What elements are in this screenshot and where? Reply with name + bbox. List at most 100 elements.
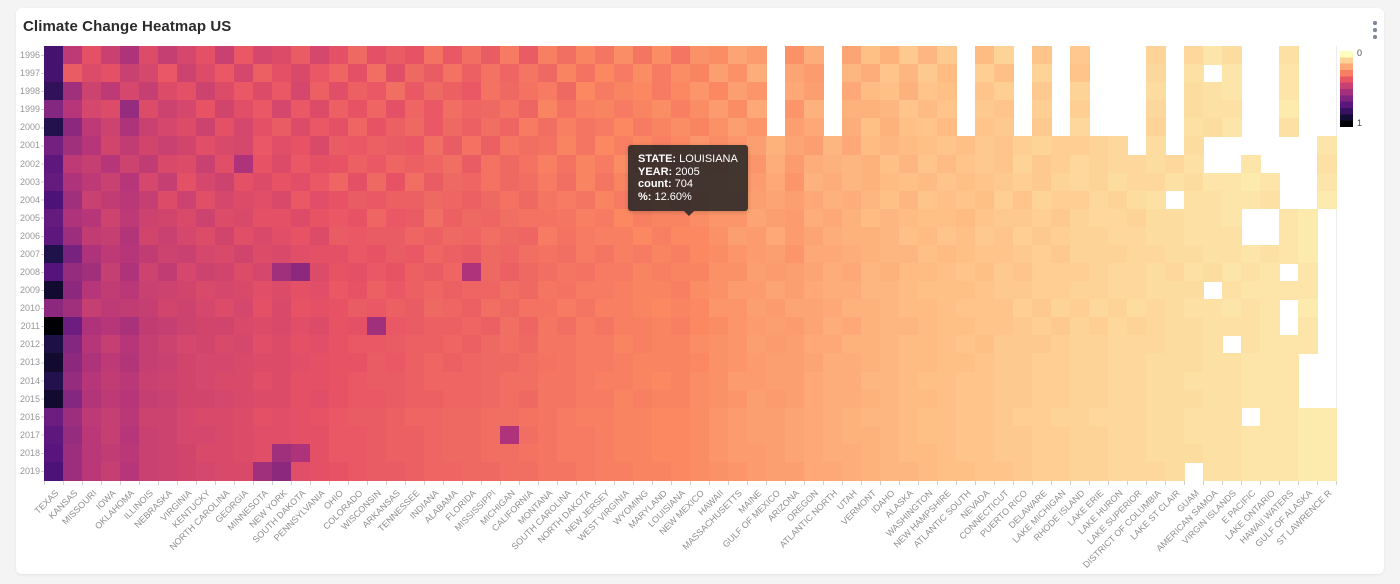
heatmap-cell[interactable]: [785, 172, 805, 192]
heatmap-cell[interactable]: [500, 154, 520, 174]
heatmap-cell[interactable]: [1222, 82, 1242, 101]
heatmap-cell[interactable]: [709, 443, 729, 463]
heatmap-cell[interactable]: [139, 118, 159, 137]
heatmap-cell[interactable]: [215, 299, 235, 318]
heatmap-cell[interactable]: [1032, 335, 1052, 354]
heatmap-cell[interactable]: [766, 317, 786, 336]
heatmap-cell[interactable]: [709, 244, 729, 264]
heatmap-cell[interactable]: [956, 281, 976, 300]
heatmap-cell[interactable]: [1089, 299, 1109, 318]
heatmap-cell[interactable]: [1089, 154, 1109, 174]
heatmap-cell[interactable]: [310, 299, 330, 318]
heatmap-cell[interactable]: [481, 172, 501, 192]
heatmap-cell[interactable]: [101, 353, 121, 373]
heatmap-cell[interactable]: [1184, 136, 1204, 156]
heatmap-cell[interactable]: [880, 461, 900, 481]
heatmap-cell[interactable]: [1222, 244, 1242, 264]
heatmap-cell[interactable]: [1279, 118, 1299, 137]
heatmap-cell[interactable]: [120, 317, 140, 336]
heatmap-cell[interactable]: [82, 64, 102, 83]
heatmap-cell[interactable]: [1184, 226, 1204, 246]
heatmap-cell[interactable]: [158, 317, 178, 336]
heatmap-cell[interactable]: [861, 118, 881, 137]
heatmap-cell[interactable]: [937, 281, 957, 300]
heatmap-cell[interactable]: [1165, 208, 1185, 228]
heatmap-cell[interactable]: [652, 407, 672, 427]
heatmap-cell[interactable]: [671, 281, 691, 300]
heatmap-cell[interactable]: [158, 244, 178, 264]
heatmap-cell[interactable]: [956, 263, 976, 282]
heatmap-cell[interactable]: [310, 443, 330, 463]
heatmap-cell[interactable]: [956, 190, 976, 210]
heatmap-cell[interactable]: [215, 371, 235, 391]
heatmap-cell[interactable]: [196, 317, 216, 336]
heatmap-cell[interactable]: [785, 244, 805, 264]
heatmap-cell[interactable]: [481, 118, 501, 137]
heatmap-cell[interactable]: [367, 353, 387, 373]
heatmap-cell[interactable]: [576, 136, 596, 156]
heatmap-cell[interactable]: [519, 371, 539, 391]
heatmap-cell[interactable]: [367, 100, 387, 119]
heatmap-cell[interactable]: [652, 46, 672, 65]
heatmap-cell[interactable]: [272, 244, 292, 264]
heatmap-cell[interactable]: [1127, 389, 1147, 409]
heatmap-cell[interactable]: [709, 154, 729, 174]
heatmap-cell[interactable]: [462, 281, 482, 300]
heatmap-cell[interactable]: [747, 299, 767, 318]
heatmap-cell[interactable]: [443, 335, 463, 354]
heatmap-cell[interactable]: [329, 100, 349, 119]
heatmap-cell[interactable]: [1241, 425, 1261, 445]
heatmap-cell[interactable]: [462, 64, 482, 83]
heatmap-cell[interactable]: [1241, 281, 1261, 300]
heatmap-cell[interactable]: [1013, 226, 1033, 246]
heatmap-cell[interactable]: [443, 353, 463, 373]
heatmap-cell[interactable]: [82, 281, 102, 300]
heatmap-cell[interactable]: [386, 190, 406, 210]
heatmap-cell[interactable]: [728, 226, 748, 246]
heatmap-cell[interactable]: [1089, 281, 1109, 300]
heatmap-cell[interactable]: [918, 136, 938, 156]
heatmap-cell[interactable]: [177, 136, 197, 156]
heatmap-cell[interactable]: [728, 208, 748, 228]
heatmap-cell[interactable]: [880, 443, 900, 463]
heatmap-cell[interactable]: [120, 82, 140, 101]
heatmap-cell[interactable]: [1184, 335, 1204, 354]
heatmap-cell[interactable]: [481, 100, 501, 119]
heatmap-cell[interactable]: [690, 353, 710, 373]
heatmap-cell[interactable]: [405, 226, 425, 246]
heatmap-cell[interactable]: [1108, 461, 1128, 481]
heatmap-cell[interactable]: [253, 263, 273, 282]
heatmap-cell[interactable]: [101, 46, 121, 65]
heatmap-cell[interactable]: [272, 136, 292, 156]
heatmap-cell[interactable]: [557, 425, 577, 445]
heatmap-cell[interactable]: [633, 335, 653, 354]
heatmap-cell[interactable]: [671, 263, 691, 282]
heatmap-cell[interactable]: [329, 136, 349, 156]
heatmap-cell[interactable]: [329, 64, 349, 83]
heatmap-cell[interactable]: [538, 172, 558, 192]
heatmap-cell[interactable]: [253, 407, 273, 427]
heatmap-cell[interactable]: [861, 136, 881, 156]
heatmap-cell[interactable]: [424, 208, 444, 228]
heatmap-cell[interactable]: [63, 64, 83, 83]
heatmap-cell[interactable]: [1089, 172, 1109, 192]
heatmap-cell[interactable]: [101, 136, 121, 156]
heatmap-cell[interactable]: [614, 64, 634, 83]
heatmap-cell[interactable]: [44, 82, 64, 101]
heatmap-cell[interactable]: [1241, 299, 1261, 318]
heatmap-cell[interactable]: [139, 64, 159, 83]
heatmap-cell[interactable]: [1013, 263, 1033, 282]
heatmap-cell[interactable]: [709, 335, 729, 354]
heatmap-cell[interactable]: [1184, 172, 1204, 192]
heatmap-cell[interactable]: [215, 154, 235, 174]
heatmap-cell[interactable]: [1070, 407, 1090, 427]
heatmap-cell[interactable]: [1146, 118, 1166, 137]
heatmap-cell[interactable]: [386, 100, 406, 119]
heatmap-cell[interactable]: [234, 281, 254, 300]
heatmap-cell[interactable]: [1032, 299, 1052, 318]
heatmap-cell[interactable]: [899, 407, 919, 427]
heatmap-cell[interactable]: [918, 353, 938, 373]
heatmap-cell[interactable]: [652, 100, 672, 119]
heatmap-cell[interactable]: [120, 208, 140, 228]
heatmap-cell[interactable]: [348, 443, 368, 463]
